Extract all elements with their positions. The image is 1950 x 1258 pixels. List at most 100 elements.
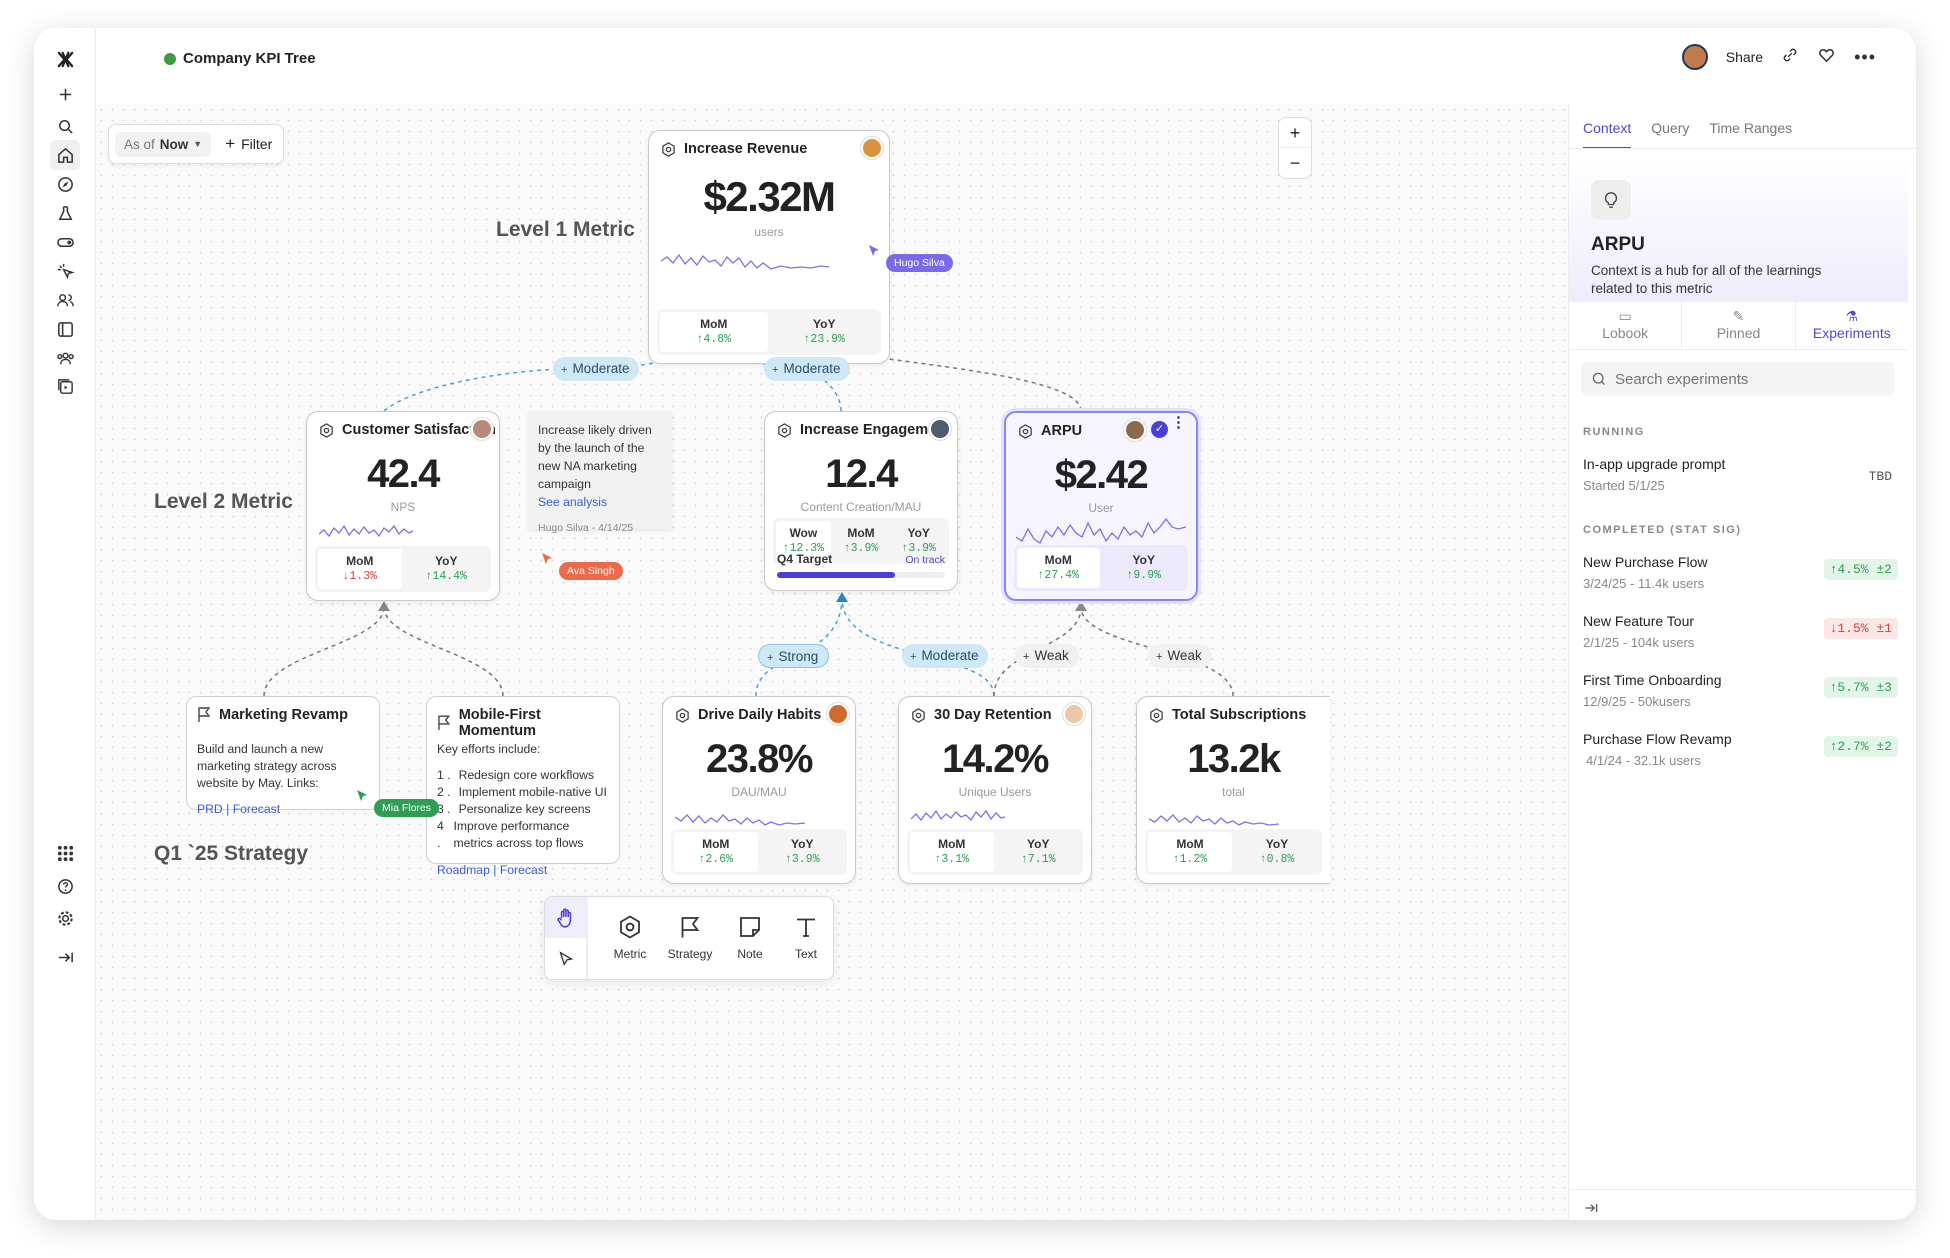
card-menu-icon[interactable]: ⋮ bbox=[1171, 414, 1186, 431]
more-icon[interactable]: ••• bbox=[1854, 46, 1876, 67]
prd-link[interactable]: PRD bbox=[197, 802, 223, 816]
metric-card-header: Increase Engagement bbox=[777, 422, 950, 438]
stat-label: MoM bbox=[1044, 553, 1072, 567]
gear-icon[interactable] bbox=[50, 903, 80, 933]
metric-card-30-day-retention[interactable]: 30 Day Retention 14.2% Unique Users MoM ↑… bbox=[898, 696, 1092, 884]
experiment-row[interactable]: New Feature Tour 2/1/25 - 104k users ↓1.… bbox=[1583, 613, 1902, 650]
video-icon[interactable] bbox=[50, 371, 80, 401]
metric-card-header: Increase Revenue bbox=[661, 141, 807, 157]
metric-hex-icon bbox=[662, 141, 675, 157]
as-of-dropdown[interactable]: As of Now ▼ bbox=[115, 131, 212, 157]
help-icon[interactable] bbox=[50, 871, 80, 901]
logo-icon[interactable] bbox=[50, 44, 80, 74]
metric-hex-icon bbox=[1019, 423, 1032, 439]
heart-icon[interactable] bbox=[1817, 45, 1836, 69]
page-title: Company KPI Tree bbox=[183, 50, 316, 67]
metric-card-arpu[interactable]: ARPU ✓ ⋮ $2.42 User MoM ↑27.4% YoY ↑9.9% bbox=[1004, 411, 1198, 601]
link-icon[interactable] bbox=[1781, 46, 1799, 69]
list-item-text: Personalize key screens bbox=[458, 802, 591, 816]
current-user-avatar[interactable] bbox=[1681, 44, 1708, 70]
hand-tool[interactable] bbox=[545, 897, 587, 938]
experiment-row[interactable]: Purchase Flow Revamp 4/1/24 - 32.1k user… bbox=[1583, 731, 1902, 768]
select-tool[interactable] bbox=[545, 939, 587, 979]
running-heading: RUNNING bbox=[1583, 426, 1645, 438]
search-input[interactable] bbox=[1615, 370, 1875, 388]
users-icon[interactable] bbox=[50, 285, 80, 315]
list-item-text: Redesign core workflows bbox=[458, 768, 595, 782]
zoom-out-button[interactable]: − bbox=[1289, 153, 1301, 173]
note-card[interactable]: Increase likely driven by the launch of … bbox=[528, 411, 672, 534]
strategy-card-mobile[interactable]: Mobile-First Momentum Key efforts includ… bbox=[426, 696, 620, 877]
target-progress-fill bbox=[777, 572, 895, 578]
metric-card-customer-satisfaction[interactable]: Customer Satisfaction 42.4 NPS MoM ↓1.3% … bbox=[306, 411, 500, 601]
metric-card-total-subscriptions[interactable]: Total Subscriptions 13.2k total MoM ↑1.2%… bbox=[1136, 696, 1330, 884]
cursor-label: Hugo Silva bbox=[886, 254, 953, 272]
share-button[interactable]: Share bbox=[1725, 49, 1764, 65]
expand-icon[interactable] bbox=[50, 942, 80, 972]
subtab-pinned[interactable]: ✎ Pinned bbox=[1682, 302, 1796, 349]
experiment-row[interactable]: First Time Onboarding 12/9/25 - 50kusers… bbox=[1583, 672, 1902, 709]
metric-tool[interactable]: Metric bbox=[595, 897, 665, 979]
experiment-row[interactable]: In-app upgrade prompt Started 5/1/25 TBD bbox=[1583, 456, 1902, 493]
flask-icon[interactable] bbox=[50, 198, 80, 228]
sparkline bbox=[675, 814, 806, 826]
metric-title: Increase Revenue bbox=[684, 141, 808, 157]
plus-icon: + bbox=[225, 134, 236, 153]
metric-card-increase-revenue[interactable]: Increase Revenue $2.32M users MoM ↑4.8% Y… bbox=[648, 130, 890, 364]
subtab-label: Experiments bbox=[1812, 325, 1891, 341]
tab-query[interactable]: Query bbox=[1651, 120, 1690, 136]
team-icon[interactable] bbox=[50, 343, 80, 373]
edge-label-moderate[interactable]: + Moderate bbox=[553, 357, 640, 381]
metric-card-increase-engagement[interactable]: Increase Engagement 12.4 Content Creatio… bbox=[764, 411, 958, 591]
arrow-satisfaction bbox=[378, 601, 390, 611]
stat-label: Wow bbox=[789, 526, 818, 540]
collapse-panel-icon[interactable] bbox=[1583, 1200, 1599, 1220]
apps-grid-icon[interactable] bbox=[50, 838, 80, 868]
sparkline bbox=[661, 253, 830, 270]
search-icon[interactable] bbox=[50, 111, 80, 141]
edge-label-moderate[interactable]: + Moderate bbox=[764, 357, 851, 381]
forecast-link[interactable]: Forecast bbox=[232, 802, 281, 816]
filter-button[interactable]: + Filter bbox=[225, 134, 272, 154]
edge-label-moderate[interactable]: + Moderate bbox=[902, 644, 989, 668]
roadmap-link[interactable]: Roadmap bbox=[437, 863, 490, 877]
metric-hex-icon bbox=[676, 707, 689, 723]
toggle-icon[interactable] bbox=[50, 227, 80, 257]
strategy-card-marketing[interactable]: Marketing Revamp Build and launch a new … bbox=[186, 696, 380, 816]
metric-unit: User bbox=[1088, 501, 1114, 515]
plus-icon[interactable] bbox=[50, 79, 80, 109]
tab-context[interactable]: Context bbox=[1583, 120, 1632, 149]
compass-icon[interactable] bbox=[50, 169, 80, 199]
flag-icon bbox=[198, 707, 211, 722]
subtab-experiments[interactable]: ⚗ Experiments bbox=[1796, 302, 1908, 349]
list-item: 2 . Implement mobile-native UI bbox=[437, 785, 607, 799]
edge-label-weak[interactable]: + Weak bbox=[1148, 644, 1212, 668]
see-analysis-link[interactable]: See analysis bbox=[538, 495, 608, 509]
kpi-tree-canvas[interactable]: As of Now ▼ + Filter + − Level 1 Metric … bbox=[96, 104, 1568, 1220]
strategy-tool[interactable]: Strategy bbox=[655, 897, 725, 979]
text-tool[interactable]: Text bbox=[771, 897, 841, 979]
experiment-search[interactable] bbox=[1581, 362, 1894, 396]
stat-label: MoM bbox=[346, 554, 374, 568]
experiment-row[interactable]: New Purchase Flow 3/24/25 - 11.4k users … bbox=[1583, 554, 1902, 591]
edge-label-weak[interactable]: + Weak bbox=[1015, 644, 1079, 668]
divider bbox=[1569, 1189, 1916, 1190]
edge-label-strong[interactable]: + Strong bbox=[758, 644, 830, 668]
zoom-in-button[interactable]: + bbox=[1279, 118, 1311, 148]
note-tool[interactable]: Note bbox=[715, 897, 785, 979]
stat-label: YoY bbox=[1132, 553, 1155, 567]
toolbar-divider bbox=[587, 897, 588, 979]
cursor-click-icon[interactable] bbox=[50, 256, 80, 286]
metric-value: 12.4 bbox=[825, 452, 898, 496]
subtab-lobook[interactable]: ▭ Lobook bbox=[1569, 302, 1683, 349]
home-icon[interactable] bbox=[50, 140, 80, 170]
book-icon[interactable] bbox=[50, 314, 80, 344]
status-badge: TBD bbox=[1868, 469, 1892, 484]
tab-time-ranges[interactable]: Time Ranges bbox=[1709, 120, 1793, 136]
left-rail bbox=[34, 28, 96, 1220]
note-icon bbox=[740, 917, 760, 937]
metric-title: 30 Day Retention bbox=[934, 707, 1052, 723]
forecast-link[interactable]: Forecast bbox=[499, 863, 548, 877]
strategy-body: Key efforts include: 1 . Redesign core wo… bbox=[437, 741, 609, 879]
metric-card-drive-daily-habits[interactable]: Drive Daily Habits 23.8% DAU/MAU MoM ↑2.6… bbox=[662, 696, 856, 884]
